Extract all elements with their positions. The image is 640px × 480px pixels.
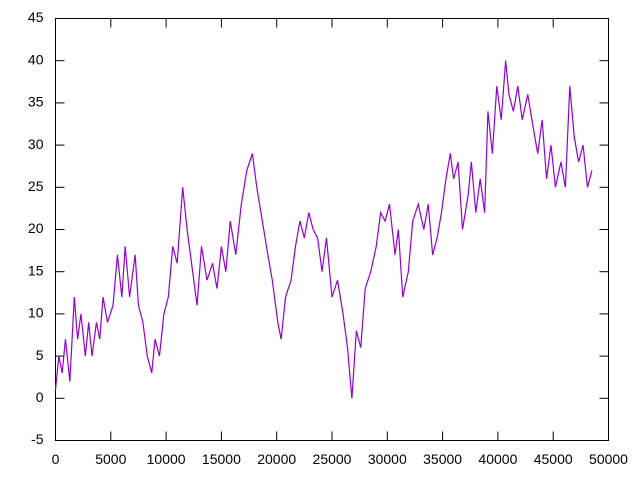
x-tick-label: 40000 <box>478 451 517 467</box>
x-tick-label: 10000 <box>147 451 186 467</box>
x-tick-label: 0 <box>52 451 60 467</box>
y-tick-label: 5 <box>36 347 44 363</box>
x-tick-label: 35000 <box>423 451 462 467</box>
y-tick-label: 30 <box>28 136 44 152</box>
x-tick-label: 15000 <box>202 451 241 467</box>
y-tick-label: 25 <box>28 178 44 194</box>
series-line <box>54 60 593 399</box>
y-tick-label: 10 <box>28 305 44 321</box>
x-tick-label: 45000 <box>534 451 573 467</box>
x-tick-label: 50000 <box>589 451 628 467</box>
y-tick-label: 0 <box>36 389 44 405</box>
x-tick-label: 5000 <box>95 451 126 467</box>
y-tick-label: 45 <box>28 9 44 25</box>
y-tick-label: 20 <box>28 220 44 236</box>
y-tick-label: 40 <box>28 51 44 67</box>
x-tick-label: 25000 <box>313 451 352 467</box>
x-tick-label: 20000 <box>257 451 296 467</box>
y-tick-label: 35 <box>28 94 44 110</box>
y-tick-label: -5 <box>31 431 44 447</box>
y-tick-label: 15 <box>28 262 44 278</box>
x-tick-label: 30000 <box>368 451 407 467</box>
plot-border <box>55 18 609 441</box>
